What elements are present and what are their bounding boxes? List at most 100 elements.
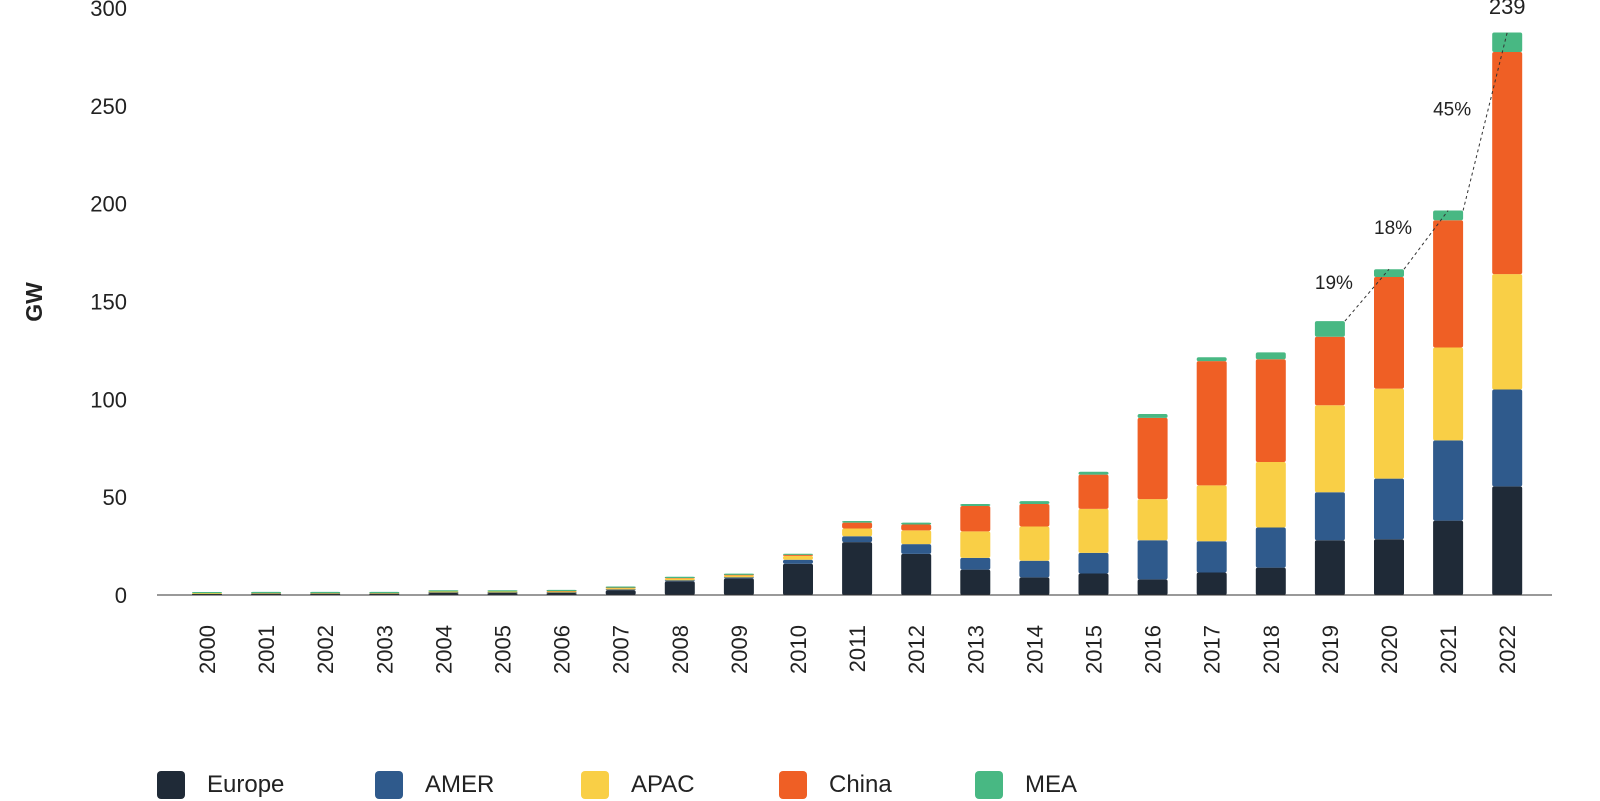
bar-stack-2016 <box>1137 414 1168 595</box>
legend-label: APAC <box>631 771 695 798</box>
bar-segment-europe-2017 <box>1196 572 1227 595</box>
bar-segment-china-2014 <box>1019 504 1050 527</box>
bar-segment-china-2013 <box>960 505 991 532</box>
bar-segment-amer-2020 <box>1374 478 1404 540</box>
bar-segment-mea-2021 <box>1433 210 1464 221</box>
bar-stack-2012 <box>901 522 932 595</box>
x-tick-label: 2001 <box>254 625 279 674</box>
bar-segment-apac-2008 <box>664 578 695 581</box>
bar-segment-europe-2022 <box>1492 486 1523 595</box>
bar-segment-apac-2009 <box>723 575 754 578</box>
bar-segment-amer-2019 <box>1314 492 1345 541</box>
x-tick-label: 2008 <box>668 625 693 674</box>
bar-stack-2021 <box>1433 210 1464 595</box>
legend-swatch <box>375 771 403 799</box>
bar-segment-mea-2020 <box>1374 269 1404 278</box>
bar-segment-china-2015 <box>1078 474 1109 509</box>
bar-segment-apac-2013 <box>960 531 991 558</box>
y-axis: 0 50 100 150 200 250 300 <box>90 0 127 608</box>
bar-segment-china-2016 <box>1137 417 1168 500</box>
bar-segment-amer-2011 <box>842 536 873 543</box>
bar-segment-apac-2012 <box>901 530 932 545</box>
x-tick-label: 2003 <box>372 625 397 674</box>
x-tick-label: 2004 <box>431 625 456 674</box>
bar-segment-china-2020 <box>1374 277 1404 389</box>
bar-stack-2018 <box>1255 352 1286 595</box>
bar-stack-2007 <box>605 586 636 595</box>
bar-segment-mea-2004 <box>428 590 459 592</box>
bar-stack-2008 <box>664 576 695 595</box>
x-tick-label: 2009 <box>727 625 752 674</box>
x-tick-label: 2021 <box>1436 625 1461 674</box>
bar-segment-apac-2007 <box>605 588 636 590</box>
legend-item-europe: Europe <box>157 771 284 799</box>
x-tick-label: 2007 <box>609 625 634 674</box>
bar-segment-apac-2017 <box>1196 485 1227 542</box>
bar-segment-mea-2008 <box>664 576 695 578</box>
bar-segment-mea-2022 <box>1492 32 1523 53</box>
bar-segment-europe-2010 <box>783 563 813 595</box>
y-tick-label: 250 <box>90 94 127 119</box>
bar-stack-2011 <box>842 521 873 595</box>
x-tick-label: 2018 <box>1259 625 1284 674</box>
bar-segment-mea-2009 <box>723 573 754 575</box>
bar-segment-amer-2014 <box>1019 560 1050 578</box>
bar-segment-europe-2014 <box>1019 577 1050 595</box>
bar-segment-apac-2010 <box>783 555 813 560</box>
bar-segment-mea-2013 <box>960 504 991 506</box>
bar-segment-amer-2022 <box>1492 389 1523 487</box>
bar-segment-mea-2001 <box>251 591 282 594</box>
bar-segment-mea-2018 <box>1255 352 1286 360</box>
legend-item-china: China <box>779 771 892 799</box>
bar-segment-europe-2011 <box>842 542 873 595</box>
bar-segment-apac-2005 <box>487 591 518 593</box>
growth-line <box>1344 268 1390 322</box>
bar-segment-europe-2008 <box>664 581 695 595</box>
bar-stack-2009 <box>723 573 754 595</box>
y-tick-label: 300 <box>90 0 127 21</box>
growth-label: 18% <box>1374 218 1412 239</box>
bar-segment-amer-2009 <box>723 577 754 579</box>
bar-segment-china-2010 <box>783 554 813 556</box>
bar-segment-amer-2012 <box>901 544 932 554</box>
bar-segment-mea-2017 <box>1196 357 1227 362</box>
bar-segment-apac-2020 <box>1374 388 1404 479</box>
x-tick-label: 2000 <box>195 625 220 674</box>
bar-segment-mea-2003 <box>369 591 400 594</box>
x-tick-label: 2006 <box>550 625 575 674</box>
bar-segment-europe-2019 <box>1314 540 1345 595</box>
legend-item-apac: APAC <box>581 771 695 799</box>
x-axis: 2000 2001 2002 2003 2004 2005 2006 2007 2008 2009… <box>195 625 1520 674</box>
bar-segment-europe-2007 <box>605 590 636 595</box>
growth-label: 19% <box>1315 273 1353 294</box>
legend-label: AMER <box>425 771 495 798</box>
bar-segment-amer-2015 <box>1078 552 1109 574</box>
bar-segment-amer-2017 <box>1196 541 1227 573</box>
growth-line <box>1403 210 1449 270</box>
y-tick-label: 100 <box>90 387 127 412</box>
bar-stack-2013 <box>960 504 991 595</box>
bar-segment-mea-2019 <box>1314 321 1345 337</box>
bar-stack-2014 <box>1019 501 1050 595</box>
bar-segment-china-2011 <box>842 522 873 529</box>
bar-segment-mea-2002 <box>310 591 341 594</box>
bar-segment-amer-2013 <box>960 557 991 570</box>
bar-segment-amer-2008 <box>664 580 695 582</box>
growth-label: 45% <box>1433 99 1471 120</box>
bar-segment-europe-2016 <box>1137 579 1168 595</box>
y-tick-label: 0 <box>115 583 127 608</box>
bar-segment-china-2021 <box>1433 220 1464 348</box>
x-tick-label: 2005 <box>491 625 516 674</box>
legend-swatch <box>779 771 807 799</box>
bar-segment-mea-2005 <box>487 590 518 592</box>
x-tick-label: 2020 <box>1377 625 1402 674</box>
bar-stack-2010 <box>783 553 813 595</box>
x-tick-label: 2017 <box>1200 625 1225 674</box>
bar-segment-china-2019 <box>1314 336 1345 406</box>
x-tick-label: 2015 <box>1082 625 1107 674</box>
legend-item-mea: MEA <box>975 771 1077 799</box>
bar-stack-2015 <box>1078 471 1109 595</box>
bar-stack-2003 <box>369 591 400 595</box>
legend-label: Europe <box>207 771 285 798</box>
